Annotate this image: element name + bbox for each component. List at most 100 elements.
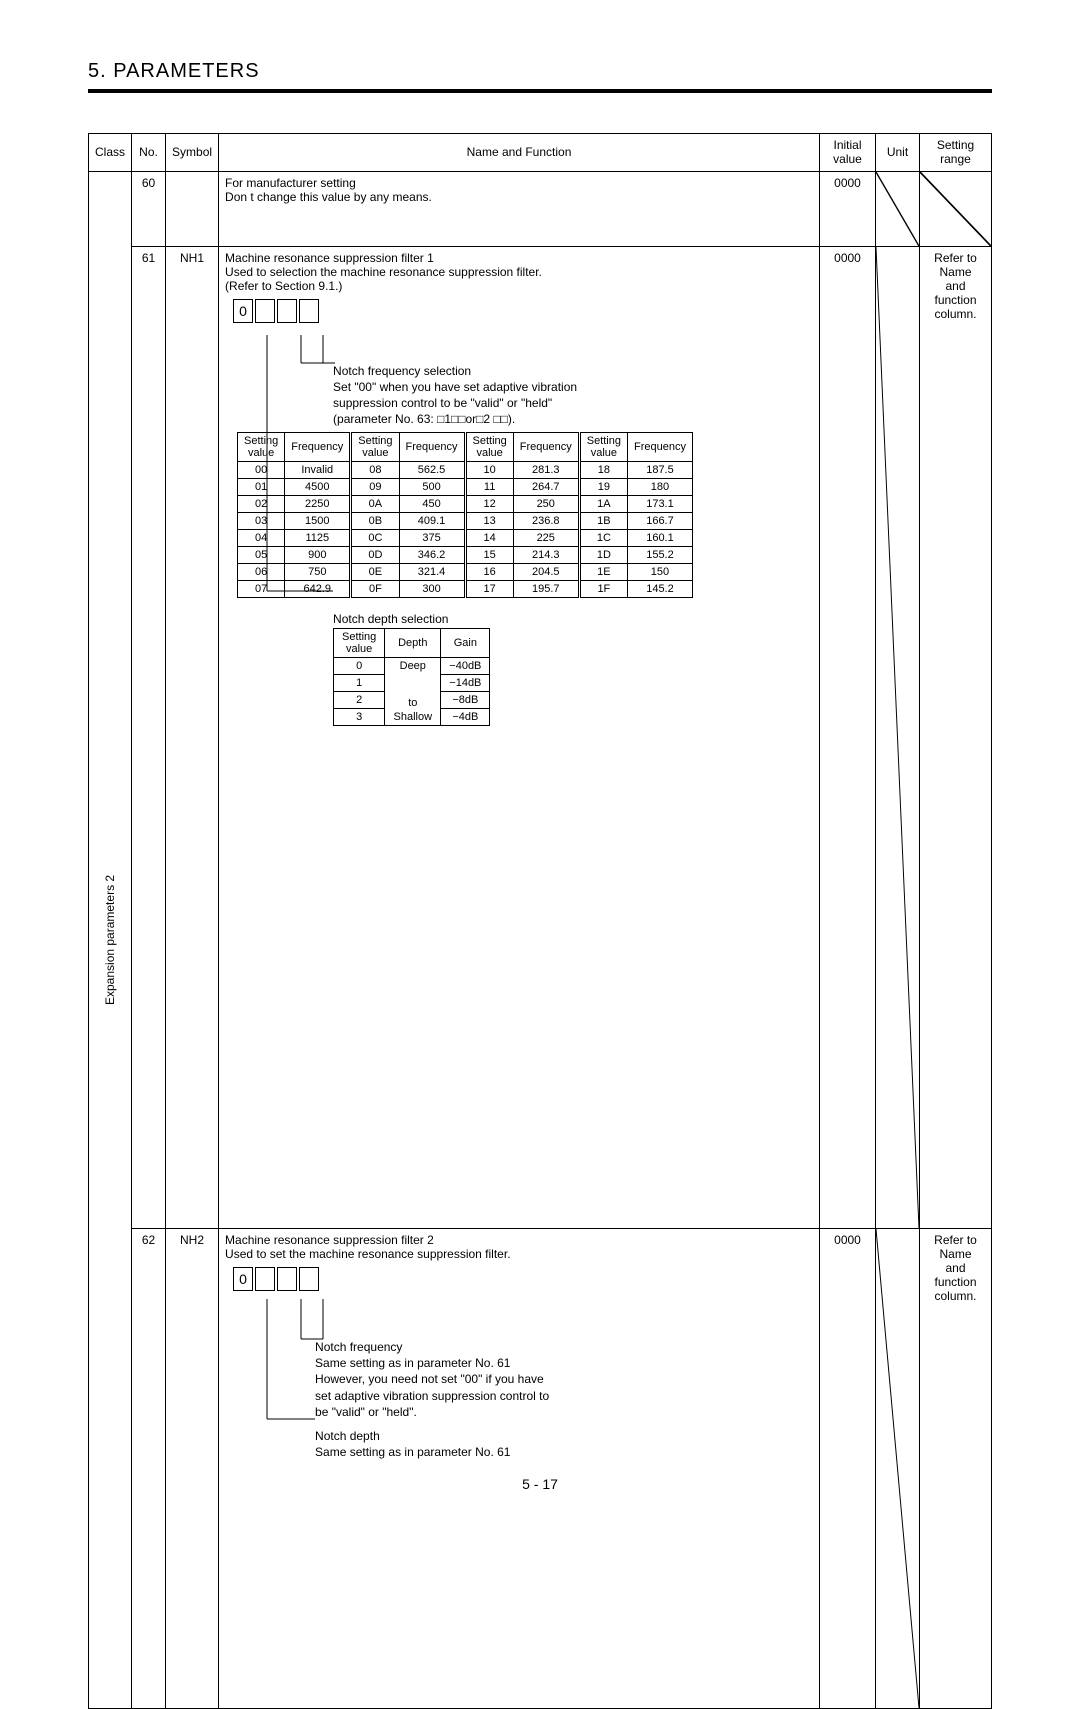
- th: Gain: [441, 628, 490, 657]
- text: Notch depth selection: [333, 612, 813, 626]
- td: 2250: [285, 495, 351, 512]
- td: 1D: [579, 546, 627, 563]
- text: column.: [926, 1289, 985, 1303]
- td: 300: [399, 580, 465, 597]
- td: 06: [238, 563, 285, 580]
- td: 00: [238, 461, 285, 478]
- td: 346.2: [399, 546, 465, 563]
- td: 14: [465, 529, 513, 546]
- th: Frequency: [399, 432, 465, 461]
- th: Setting value: [351, 432, 399, 461]
- text: Machine resonance suppression filter 1: [225, 251, 813, 265]
- td: −4dB: [441, 708, 490, 725]
- text: be "valid" or "held".: [315, 1404, 813, 1420]
- th-unit: Unit: [876, 134, 920, 172]
- td: 2: [334, 691, 385, 708]
- th-range: Setting range: [920, 134, 992, 172]
- td: 01: [238, 478, 285, 495]
- td: 03: [238, 512, 285, 529]
- td: 08: [351, 461, 399, 478]
- text: Refer to: [926, 1233, 985, 1247]
- cell-initial: 0000: [820, 1229, 876, 1709]
- cell-symbol: NH2: [166, 1229, 219, 1709]
- td: 18: [579, 461, 627, 478]
- cell-no: 60: [132, 171, 166, 246]
- td: 0C: [351, 529, 399, 546]
- text: (Refer to Section 9.1.): [225, 279, 813, 293]
- td: −14dB: [441, 674, 490, 691]
- table-row: Expansion parameters 2 60 For manufactur…: [89, 171, 992, 246]
- td: 409.1: [399, 512, 465, 529]
- td: 264.7: [513, 478, 579, 495]
- text: For manufacturer setting: [225, 176, 813, 190]
- td: 02: [238, 495, 285, 512]
- td: 1B: [579, 512, 627, 529]
- td: 05: [238, 546, 285, 563]
- td: 214.3: [513, 546, 579, 563]
- td: −8dB: [441, 691, 490, 708]
- td: 1125: [285, 529, 351, 546]
- td: 150: [627, 563, 692, 580]
- th: Setting value: [238, 432, 285, 461]
- text: function: [926, 293, 985, 307]
- td: 160.1: [627, 529, 692, 546]
- th-no: No.: [132, 134, 166, 172]
- th-initial: Initial value: [820, 134, 876, 172]
- th-name-func: Name and Function: [219, 134, 820, 172]
- td: 19: [579, 478, 627, 495]
- cell-unit: [876, 171, 920, 246]
- text: (parameter No. 63: □1□□or□2 □□).: [333, 411, 813, 427]
- cell-func: For manufacturer setting Don t change th…: [219, 171, 820, 246]
- text: Used to selection the machine resonance …: [225, 265, 813, 279]
- td: 750: [285, 563, 351, 580]
- setting-boxes: 0: [233, 1261, 813, 1291]
- td: 155.2: [627, 546, 692, 563]
- setting-box: 0: [233, 299, 253, 323]
- cell-initial: 0000: [820, 246, 876, 1228]
- th: Setting value: [334, 628, 385, 657]
- td: 225: [513, 529, 579, 546]
- text: function: [926, 1275, 985, 1289]
- th: Depth: [385, 628, 441, 657]
- cell-unit: [876, 1229, 920, 1709]
- setting-boxes: 0: [233, 293, 813, 323]
- td: 204.5: [513, 563, 579, 580]
- td: 1: [334, 674, 385, 691]
- text: and: [926, 279, 985, 293]
- text: Set "00" when you have set adaptive vibr…: [333, 379, 813, 395]
- td: 0D: [351, 546, 399, 563]
- cell-initial: 0000: [820, 171, 876, 246]
- table-header-row: Class No. Symbol Name and Function Initi…: [89, 134, 992, 172]
- td: 145.2: [627, 580, 692, 597]
- setting-box: [277, 299, 297, 323]
- td: 0A: [351, 495, 399, 512]
- td: 642.9: [285, 580, 351, 597]
- setting-box: [299, 1267, 319, 1291]
- td: 1E: [579, 563, 627, 580]
- text: However, you need not set "00" if you ha…: [315, 1371, 813, 1387]
- td: 1C: [579, 529, 627, 546]
- td: 236.8: [513, 512, 579, 529]
- text: Notch frequency selection: [333, 363, 813, 379]
- td: 1500: [285, 512, 351, 529]
- table-row: 61 NH1 Machine resonance suppression fil…: [89, 246, 992, 1228]
- td: 07: [238, 580, 285, 597]
- td: 375: [399, 529, 465, 546]
- setting-box: [277, 1267, 297, 1291]
- depth-table: Setting value Depth Gain 0 Deep −40dB 1 …: [333, 628, 490, 726]
- td: 173.1: [627, 495, 692, 512]
- td: 15: [465, 546, 513, 563]
- text: Name: [926, 265, 985, 279]
- text: Refer to: [926, 251, 985, 265]
- th-symbol: Symbol: [166, 134, 219, 172]
- td: 17: [465, 580, 513, 597]
- cell-range: Refer to Name and function column.: [920, 1229, 992, 1709]
- th-class: Class: [89, 134, 132, 172]
- td: 16: [465, 563, 513, 580]
- th: Frequency: [513, 432, 579, 461]
- td: 500: [399, 478, 465, 495]
- setting-box: 0: [233, 1267, 253, 1291]
- td: 11: [465, 478, 513, 495]
- td: 04: [238, 529, 285, 546]
- td: 10: [465, 461, 513, 478]
